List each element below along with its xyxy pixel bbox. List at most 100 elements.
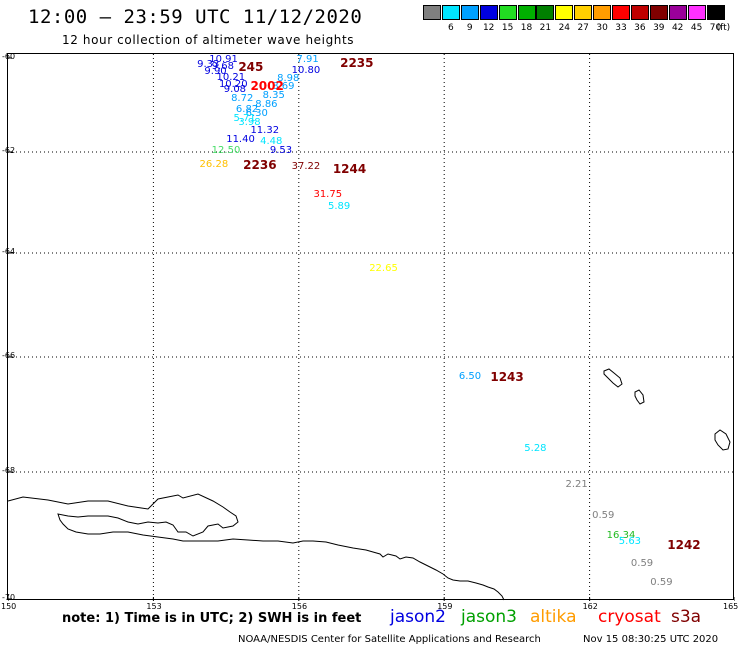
legend-label: 39 <box>653 23 665 33</box>
lat-label: -62 <box>2 146 16 155</box>
legend-label: 15 <box>501 23 514 33</box>
wave-height-value: 10.21 <box>216 71 246 83</box>
lat-label: -70 <box>2 593 16 602</box>
wave-height-value: 0.59 <box>650 577 673 589</box>
wave-height-value: 7.91 <box>296 54 319 66</box>
legend-swatch <box>536 5 555 20</box>
satellite-jason2: jason2 <box>390 607 446 627</box>
satellite-jason3: jason3 <box>461 607 517 627</box>
wave-height-value: 22.65 <box>369 262 398 274</box>
wave-height-value: 8.86 <box>255 99 278 110</box>
legend-swatch <box>441 5 460 20</box>
wave-height-value: 2.21 <box>565 478 588 490</box>
legend-swatch <box>423 5 441 20</box>
legend-swatch <box>593 5 612 20</box>
legend-label: 36 <box>634 23 646 33</box>
wave-height-value: 8.98 <box>277 73 300 85</box>
wave-height-value: 12.50 <box>211 144 241 156</box>
legend-label: 6 <box>448 23 454 33</box>
legend-swatch <box>479 5 498 20</box>
wave-height-value: 6.82 <box>235 103 259 115</box>
legend-label: 42 <box>671 23 684 33</box>
lat-label: -60 <box>2 52 16 61</box>
wave-height-value: 8.72 <box>231 93 254 105</box>
legend-unit: (ft) <box>716 23 731 33</box>
wave-height-value: 5.71 <box>233 113 256 125</box>
graticule-grid <box>8 54 735 601</box>
satellite-altika: altika <box>530 607 577 627</box>
wave-height-value: 9.33 <box>197 59 220 71</box>
wave-height-value: 0.59 <box>630 558 654 570</box>
pass-time-label: 1242 <box>667 538 701 553</box>
axis-ticks <box>8 57 735 601</box>
pass-time-label: 2002 <box>250 79 284 94</box>
wave-height-color-legend: 6 9 12 15 18 21 24 27 30 33 36 39 42 45 70 (ft) <box>423 5 733 37</box>
wave-height-value: 9.53 <box>269 144 293 156</box>
legend-swatch <box>555 5 574 20</box>
timestamp-text: Nov 15 08:30:25 UTC 2020 <box>583 634 719 645</box>
island-3 <box>714 429 731 451</box>
legend-label: 18 <box>520 23 533 33</box>
lon-label: 162 <box>582 602 598 611</box>
legend-swatch <box>706 5 725 20</box>
legend-swatch <box>460 5 479 20</box>
legend-label: 45 <box>690 23 703 33</box>
legend-swatch <box>649 5 668 20</box>
credit-text: NOAA/NESDIS Center for Satellite Applica… <box>238 634 541 645</box>
legend-label: 12 <box>482 23 495 33</box>
island-2 <box>634 389 645 405</box>
wave-height-value: 37.22 <box>291 161 321 173</box>
wave-height-value: 9.08 <box>223 83 247 95</box>
lat-label: -68 <box>2 466 16 475</box>
page-title: 12:00 – 23:59 UTC 11/12/2020 <box>28 6 363 28</box>
pass-time-label: 1244 <box>332 161 367 176</box>
legend-label: 30 <box>596 23 608 33</box>
map-graphics <box>8 54 735 601</box>
legend-label: 27 <box>577 23 589 33</box>
wave-height-value: 26.28 <box>199 158 229 170</box>
lat-label: -64 <box>2 247 16 256</box>
legend-label: 33 <box>615 23 627 33</box>
wave-height-value: 0.59 <box>592 510 615 522</box>
legend-swatch <box>498 5 517 20</box>
legend-swatch <box>687 5 706 20</box>
wave-height-value: 5.89 <box>327 200 351 212</box>
lon-label: 165 <box>723 602 739 611</box>
map-panel: -60 -62 -64 -66 -68 -70 150 153 156 159 162 165 10… <box>1 52 738 611</box>
island-1 <box>603 368 623 388</box>
lon-label: 153 <box>146 602 162 611</box>
pass-time-label: 2235 <box>340 55 374 70</box>
legend-swatch <box>574 5 593 20</box>
lon-label: 150 <box>1 602 17 611</box>
legend-label: 9 <box>466 23 473 33</box>
page-subtitle: 12 hour collection of altimeter wave hei… <box>62 33 355 47</box>
legend-label: 24 <box>558 23 571 33</box>
lat-label: -66 <box>2 351 16 360</box>
legend-label: 70 <box>709 23 722 33</box>
wave-height-value: 10.91 <box>209 54 238 66</box>
footer-note: note: 1) Time is in UTC; 2) SWH is in fe… <box>62 611 362 626</box>
wave-height-value: 31.75 <box>313 188 343 200</box>
wave-height-value: 11.40 <box>226 134 255 146</box>
wave-height-value: 11.32 <box>250 124 280 136</box>
legend-label: 21 <box>539 23 552 33</box>
legend-swatch <box>630 5 649 20</box>
pass-time-label: 2236 <box>243 157 277 172</box>
wave-height-value: 9.90 <box>204 66 227 78</box>
wave-height-value: 3.98 <box>238 116 261 128</box>
wave-height-value: 6.30 <box>245 108 268 120</box>
wave-height-value: 5.28 <box>524 443 547 454</box>
lon-label: 159 <box>437 602 453 611</box>
wave-height-value: 10.20 <box>218 79 248 91</box>
pass-time-label: 1243 <box>490 370 524 385</box>
wave-height-value: 4.48 <box>260 135 283 147</box>
wave-height-value: 9.68 <box>211 61 234 73</box>
legend-swatch <box>517 5 536 20</box>
pass-time-label: 245 <box>238 60 264 75</box>
coastline <box>8 368 731 601</box>
satellite-s3a: s3a <box>671 607 702 627</box>
satellite-cryosat: cryosat <box>598 607 661 627</box>
lon-label: 156 <box>291 602 308 611</box>
wave-height-value: 8.35 <box>262 89 285 101</box>
